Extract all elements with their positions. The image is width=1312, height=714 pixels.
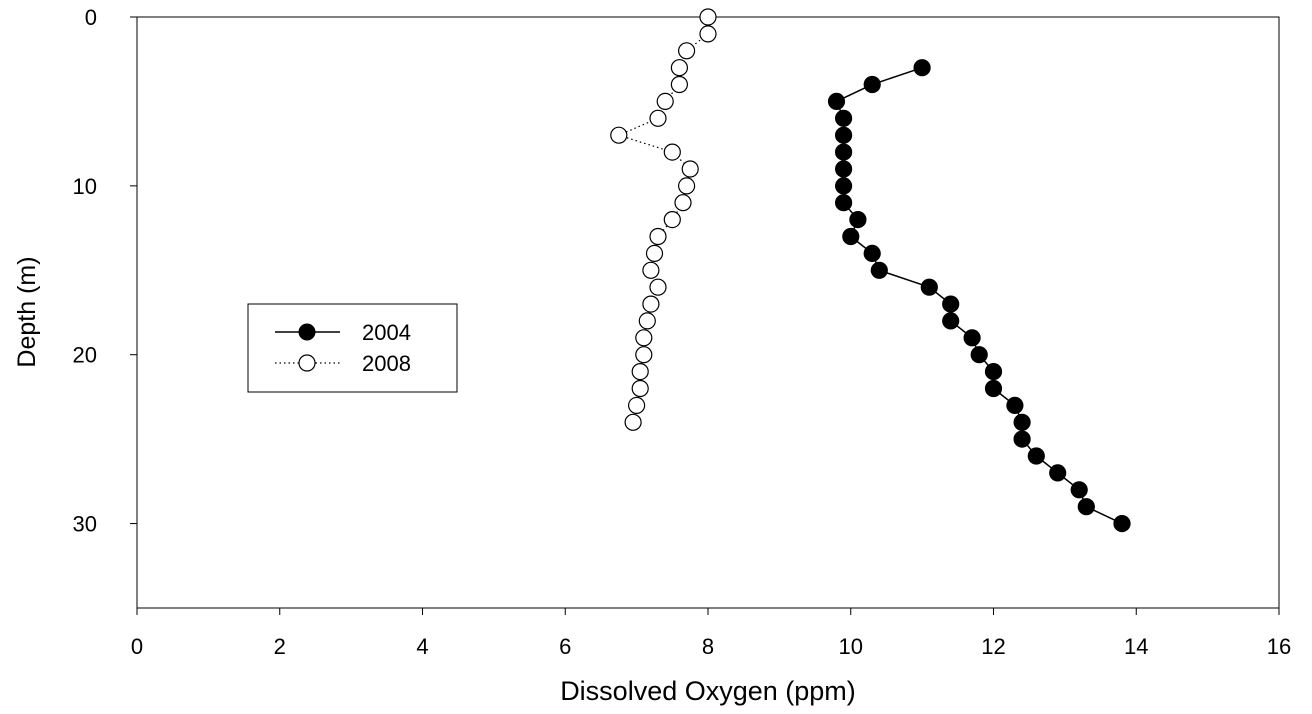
series-line-2008 xyxy=(617,17,709,423)
data-point-2008-22 xyxy=(631,379,649,398)
data-point-2008-6 xyxy=(649,109,667,127)
data-point-2008-14 xyxy=(645,244,664,262)
y-axis-ticks: 0 10 20 30 xyxy=(73,5,137,537)
data-point-2008-12 xyxy=(663,211,681,229)
data-point-2008-24 xyxy=(624,413,642,431)
y-axis-title: Depth (m) xyxy=(13,256,41,367)
data-point-2008-17 xyxy=(642,295,660,313)
data-point-2004-17 xyxy=(970,346,988,364)
data-point-2004-11 xyxy=(863,244,881,262)
data-point-2008-20 xyxy=(635,346,653,364)
data-point-2008-16 xyxy=(649,278,667,296)
data-point-2004-0 xyxy=(913,59,931,77)
y-tick-label-3: 30 xyxy=(73,512,97,537)
series-2004 xyxy=(827,59,1131,533)
x-tick-label-1: 2 xyxy=(274,634,286,659)
data-point-2004-13 xyxy=(920,278,938,296)
y-tick-label-2: 20 xyxy=(73,343,97,368)
x-tick-label-0: 0 xyxy=(131,634,143,659)
data-point-2004-4 xyxy=(834,126,853,144)
data-point-2004-15 xyxy=(942,312,960,330)
x-tick-label-5: 10 xyxy=(839,634,863,659)
legend-label-2008: 2008 xyxy=(362,351,411,376)
data-point-2004-25 xyxy=(1070,481,1088,499)
data-point-2004-24 xyxy=(1049,464,1067,482)
data-point-2008-4 xyxy=(670,75,689,94)
x-axis-ticks: 0 2 4 6 8 10 12 14 16 xyxy=(131,608,1291,659)
legend-label-2004: 2004 xyxy=(362,320,411,345)
series-2008 xyxy=(610,8,717,431)
data-point-2008-1 xyxy=(699,25,717,43)
data-point-2004-10 xyxy=(842,227,860,246)
data-point-2004-1 xyxy=(863,75,881,94)
x-tick-label-4: 8 xyxy=(702,634,714,659)
data-point-2008-23 xyxy=(627,396,646,414)
series-layer xyxy=(610,8,1131,533)
legend: 2004 2008 xyxy=(247,303,458,393)
data-point-2008-7 xyxy=(610,126,628,144)
data-point-2004-14 xyxy=(942,295,960,313)
legend-box xyxy=(247,303,458,393)
data-point-2008-11 xyxy=(674,194,692,212)
legend-marker-2008 xyxy=(298,354,316,372)
legend-marker-2004 xyxy=(298,323,316,341)
data-point-2004-20 xyxy=(1006,396,1024,414)
data-point-2004-6 xyxy=(834,160,853,178)
data-point-2004-9 xyxy=(849,211,867,229)
data-point-2004-21 xyxy=(1013,413,1031,431)
data-point-2004-19 xyxy=(984,379,1003,398)
data-point-2004-2 xyxy=(827,92,846,111)
data-point-2004-8 xyxy=(834,194,853,212)
data-point-2004-18 xyxy=(984,363,1003,381)
data-point-2008-3 xyxy=(670,59,689,77)
x-tick-label-8: 16 xyxy=(1267,634,1291,659)
data-point-2004-27 xyxy=(1113,514,1131,533)
data-point-2004-12 xyxy=(870,261,888,279)
data-point-2008-8 xyxy=(663,143,681,161)
data-point-2004-5 xyxy=(834,143,853,161)
data-point-2004-3 xyxy=(834,109,853,127)
data-point-2008-18 xyxy=(638,312,656,330)
x-tick-label-2: 4 xyxy=(416,634,428,659)
x-tick-label-7: 14 xyxy=(1124,634,1148,659)
data-point-2008-9 xyxy=(681,160,699,178)
data-point-2004-26 xyxy=(1077,498,1095,516)
data-point-2008-21 xyxy=(631,363,649,381)
x-axis-title: Dissolved Oxygen (ppm) xyxy=(560,676,856,706)
data-point-2004-22 xyxy=(1013,430,1031,448)
data-point-2008-13 xyxy=(649,227,667,246)
data-point-2004-7 xyxy=(834,177,853,195)
y-tick-label-0: 0 xyxy=(85,5,97,30)
data-point-2008-0 xyxy=(699,8,717,26)
series-line-2004 xyxy=(835,66,1123,525)
data-point-2008-15 xyxy=(642,261,660,279)
data-point-2008-19 xyxy=(635,329,653,347)
x-tick-label-3: 6 xyxy=(559,634,571,659)
x-tick-label-6: 12 xyxy=(981,634,1005,659)
data-point-2008-10 xyxy=(677,177,696,195)
data-point-2008-5 xyxy=(656,92,674,111)
y-tick-label-1: 10 xyxy=(73,174,97,199)
data-point-2004-16 xyxy=(963,329,981,347)
data-point-2008-2 xyxy=(677,42,696,60)
data-point-2004-23 xyxy=(1027,447,1045,465)
